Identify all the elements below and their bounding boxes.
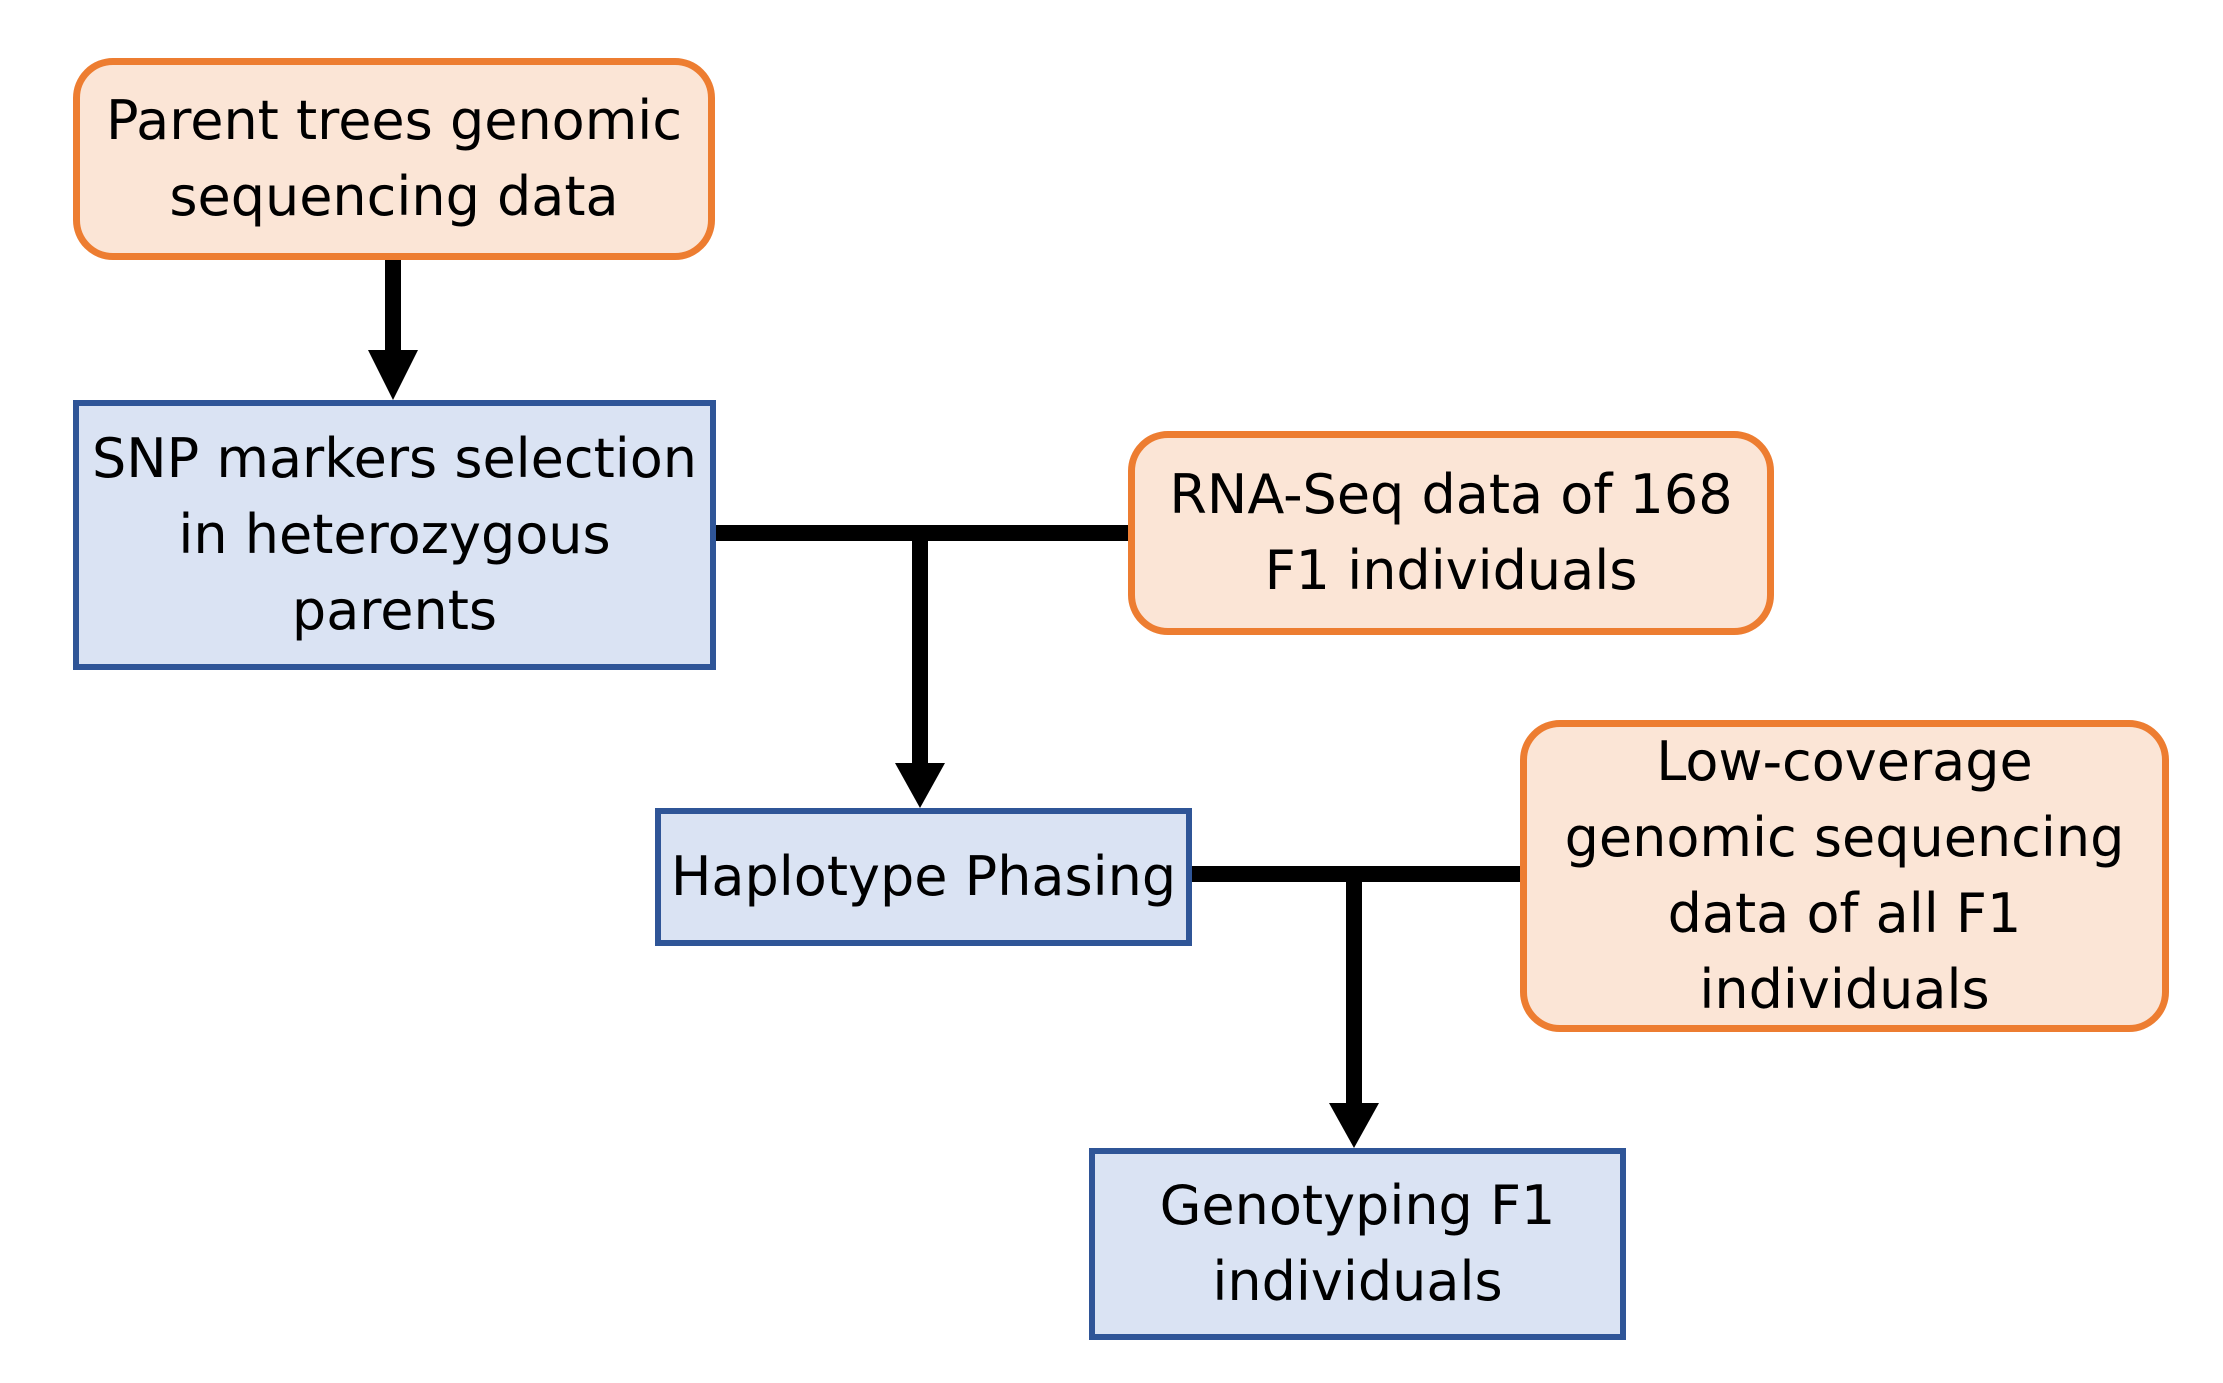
node-lowcov-data: Low-coverage genomic sequencing data of … bbox=[1520, 720, 2169, 1032]
node-label-line: F1 individuals bbox=[1264, 539, 1638, 602]
node-label-line: individuals bbox=[1699, 958, 1990, 1021]
node-genotyping: Genotyping F1 individuals bbox=[1089, 1148, 1626, 1340]
node-label-line: Haplotype Phasing bbox=[670, 845, 1177, 908]
node-label-line: SNP markers selection bbox=[91, 427, 698, 490]
node-label-line: parents bbox=[291, 579, 498, 642]
node-parent-sequencing: Parent trees genomic sequencing data bbox=[73, 58, 715, 260]
node-label-line: Parent trees genomic bbox=[105, 89, 683, 152]
node-label-line: Genotyping F1 bbox=[1159, 1174, 1556, 1237]
arrowhead-snp bbox=[368, 350, 418, 400]
node-label-line: Low-coverage bbox=[1656, 730, 2033, 793]
node-haplotype-phasing: Haplotype Phasing bbox=[655, 808, 1192, 946]
node-rnaseq-data: RNA-Seq data of 168 F1 individuals bbox=[1128, 431, 1774, 635]
node-label-line: genomic sequencing bbox=[1564, 806, 2125, 869]
node-label-line: RNA-Seq data of 168 bbox=[1169, 463, 1733, 526]
arrowhead-genotyping bbox=[1329, 1103, 1379, 1148]
node-label-line: data of all F1 bbox=[1667, 882, 2022, 945]
node-label-line: sequencing data bbox=[169, 165, 619, 228]
arrowhead-haplotype bbox=[895, 763, 945, 808]
node-snp-selection: SNP markers selection in heterozygous pa… bbox=[73, 400, 716, 670]
node-label-line: in heterozygous bbox=[178, 503, 611, 566]
node-label-line: individuals bbox=[1212, 1250, 1503, 1313]
